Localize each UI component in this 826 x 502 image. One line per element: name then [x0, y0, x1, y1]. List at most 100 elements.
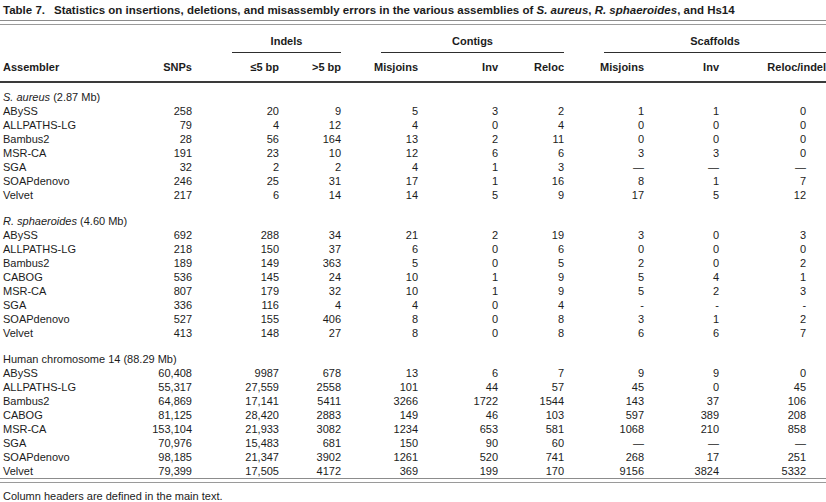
- value-cell: 5: [418, 188, 498, 202]
- value-cell: 46: [418, 408, 498, 422]
- value-cell: 858: [719, 422, 826, 436]
- value-cell: 17: [644, 450, 719, 464]
- value-cell: 12: [719, 188, 826, 202]
- table-row: ABySS60,40899876781367990: [0, 366, 826, 380]
- value-cell: 32: [145, 160, 192, 174]
- value-cell: 1: [644, 104, 719, 118]
- value-cell: 64,869: [145, 394, 192, 408]
- assembler-name: ABySS: [0, 228, 145, 242]
- value-cell: 24: [279, 270, 341, 284]
- value-cell: 1: [418, 284, 498, 298]
- value-cell: 0: [644, 118, 719, 132]
- value-cell: 6: [498, 242, 564, 256]
- value-cell: 1: [564, 104, 644, 118]
- assembler-name: ABySS: [0, 366, 145, 380]
- table-footnote: Column headers are defined in the main t…: [0, 483, 826, 502]
- value-cell: —: [719, 160, 826, 174]
- value-cell: 3: [719, 284, 826, 298]
- value-cell: 0: [719, 132, 826, 146]
- value-cell: 3: [564, 312, 644, 326]
- value-cell: 6: [418, 366, 498, 380]
- value-cell: 56: [192, 132, 279, 146]
- value-cell: 1234: [341, 422, 418, 436]
- value-cell: 258: [145, 104, 192, 118]
- value-cell: 2: [564, 256, 644, 270]
- value-cell: 12: [341, 146, 418, 160]
- value-cell: 536: [145, 270, 192, 284]
- value-cell: 0: [719, 366, 826, 380]
- value-cell: 4: [644, 270, 719, 284]
- assembler-name: ALLPATHS-LG: [0, 118, 145, 132]
- value-cell: 4: [341, 298, 418, 312]
- value-cell: 55,317: [145, 380, 192, 394]
- value-cell: -: [719, 298, 826, 312]
- table-title: Table 7.Statistics on insertions, deleti…: [0, 0, 826, 20]
- value-cell: 199: [418, 464, 498, 478]
- value-cell: 5: [498, 256, 564, 270]
- value-cell: —: [564, 436, 644, 450]
- value-cell: 0: [644, 228, 719, 242]
- value-cell: 5: [644, 188, 719, 202]
- assembler-name: SOAPdenovo: [0, 174, 145, 188]
- value-cell: 413: [145, 326, 192, 340]
- value-cell: 23: [192, 146, 279, 160]
- value-cell: 81,125: [145, 408, 192, 422]
- value-cell: 17,505: [192, 464, 279, 478]
- value-cell: —: [564, 160, 644, 174]
- value-cell: 8: [498, 312, 564, 326]
- assembler-name: CABOG: [0, 408, 145, 422]
- table-row: ALLPATHS-LG79412404000: [0, 118, 826, 132]
- value-cell: 21: [341, 228, 418, 242]
- value-cell: 208: [719, 408, 826, 422]
- value-cell: 101: [341, 380, 418, 394]
- value-cell: 1: [418, 160, 498, 174]
- value-cell: 5332: [719, 464, 826, 478]
- value-cell: 1: [644, 312, 719, 326]
- value-cell: -: [644, 298, 719, 312]
- column-header-contigs-misjoins: Misjoins: [341, 53, 418, 82]
- table-body: S. aureus (2.87 Mb)ABySS258209532110ALLP…: [0, 82, 826, 478]
- table-row: MSR-CA19123101266330: [0, 146, 826, 160]
- group-header-spacer: [0, 25, 192, 53]
- species-name-1: S. aureus: [537, 4, 589, 16]
- value-cell: —: [644, 436, 719, 450]
- assembler-name: ALLPATHS-LG: [0, 380, 145, 394]
- table-row: ABySS258209532110: [0, 104, 826, 118]
- column-header-contigs-inv: Inv: [418, 53, 498, 82]
- value-cell: 0: [644, 242, 719, 256]
- value-cell: 1: [644, 174, 719, 188]
- column-header-snps: SNPs: [145, 53, 192, 82]
- value-cell: 9: [498, 284, 564, 298]
- table-title-text: Statistics on insertions, deletions, and…: [54, 4, 537, 16]
- table-header: Indels Contigs Scaffolds Assembler SNPs …: [0, 25, 826, 82]
- table-row: SGA70,97615,4836811509060———: [0, 436, 826, 450]
- value-cell: 17: [564, 188, 644, 202]
- value-cell: 3: [719, 228, 826, 242]
- value-cell: 363: [279, 256, 341, 270]
- value-cell: 3: [418, 104, 498, 118]
- value-cell: 44: [418, 380, 498, 394]
- value-cell: 7: [498, 366, 564, 380]
- table-row: Velvet217614145917512: [0, 188, 826, 202]
- group-header-row: Indels Contigs Scaffolds: [0, 25, 826, 53]
- value-cell: 34: [279, 228, 341, 242]
- value-cell: —: [644, 160, 719, 174]
- value-cell: 7: [719, 174, 826, 188]
- value-cell: 5411: [279, 394, 341, 408]
- value-cell: 103: [498, 408, 564, 422]
- assembler-name: ALLPATHS-LG: [0, 242, 145, 256]
- value-cell: 79: [145, 118, 192, 132]
- value-cell: 2: [418, 228, 498, 242]
- value-cell: 148: [192, 326, 279, 340]
- value-cell: 741: [498, 450, 564, 464]
- paper-table-figure: Table 7.Statistics on insertions, deleti…: [0, 0, 826, 502]
- value-cell: 0: [418, 242, 498, 256]
- value-cell: 692: [145, 228, 192, 242]
- value-cell: 20: [192, 104, 279, 118]
- value-cell: 150: [341, 436, 418, 450]
- value-cell: 10: [279, 146, 341, 160]
- section-label-row: R. sphaeroides (4.60 Mb): [0, 202, 826, 228]
- value-cell: 4: [279, 298, 341, 312]
- value-cell: 3: [564, 146, 644, 160]
- table-row: MSR-CA153,10421,933308212346535811068210…: [0, 422, 826, 436]
